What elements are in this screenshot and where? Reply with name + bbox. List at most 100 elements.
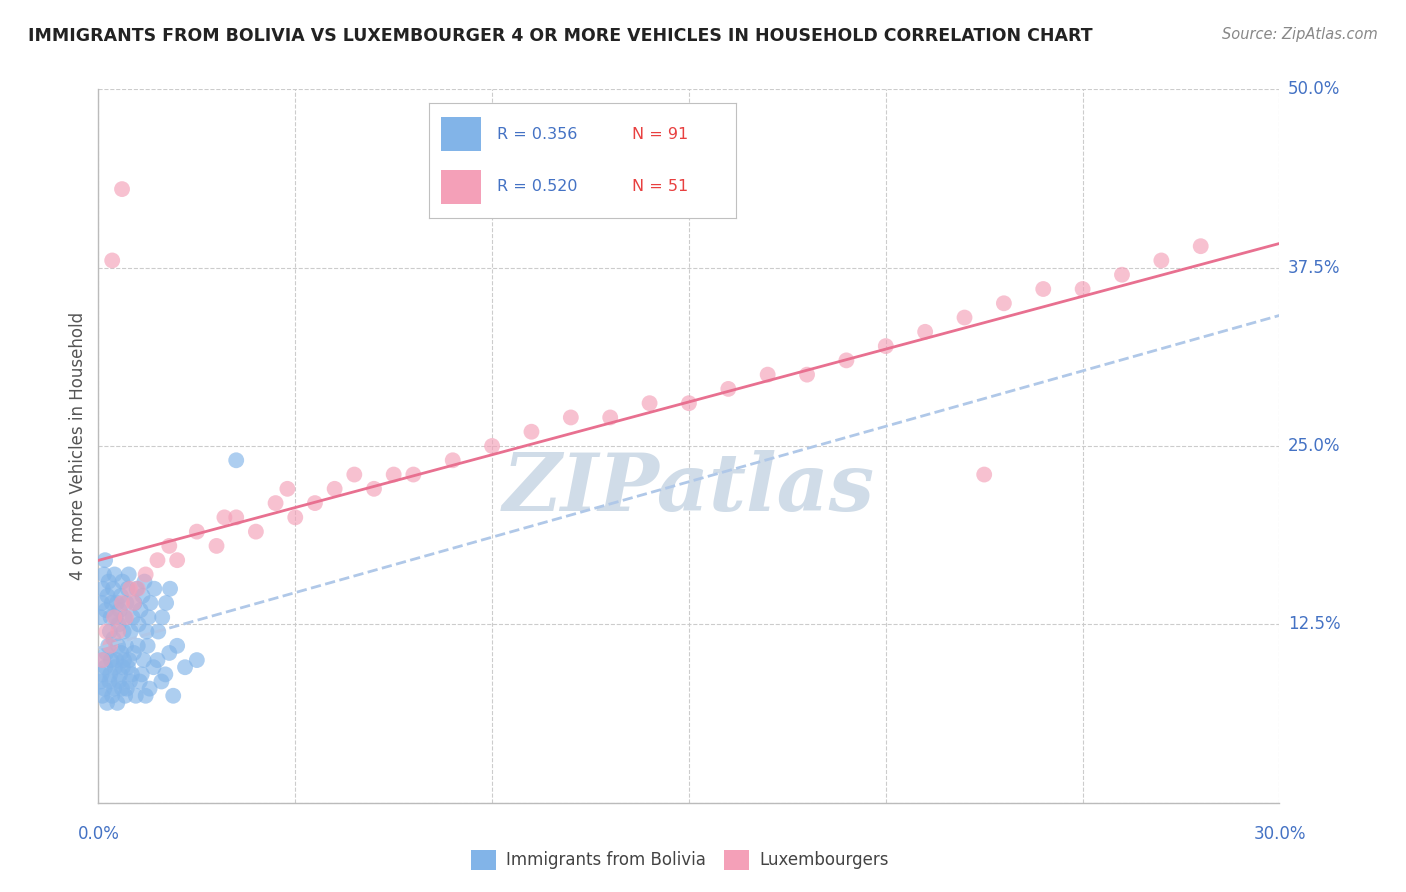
Point <box>186 653 208 667</box>
Point <box>120 624 142 639</box>
Point <box>225 453 247 467</box>
Point <box>98 674 121 689</box>
Point <box>91 582 114 596</box>
Point <box>115 610 138 624</box>
Text: Luxembourgers: Luxembourgers <box>759 851 889 869</box>
Point <box>110 589 132 603</box>
Point <box>520 425 543 439</box>
Point <box>157 539 180 553</box>
Point <box>166 553 188 567</box>
Point <box>343 467 366 482</box>
Point <box>127 639 149 653</box>
Point <box>150 610 173 624</box>
Point <box>107 639 129 653</box>
Point <box>1032 282 1054 296</box>
Point <box>94 603 117 617</box>
Point <box>139 596 162 610</box>
Point <box>402 467 425 482</box>
Point <box>90 610 112 624</box>
Point <box>100 610 122 624</box>
Point <box>91 596 114 610</box>
Point <box>107 617 129 632</box>
Point <box>124 596 146 610</box>
Text: 37.5%: 37.5% <box>1288 259 1340 277</box>
Point <box>953 310 976 325</box>
Point <box>1150 253 1173 268</box>
Point <box>111 681 134 696</box>
Point <box>111 660 134 674</box>
Point <box>97 639 120 653</box>
Point <box>98 667 121 681</box>
Text: Immigrants from Bolivia: Immigrants from Bolivia <box>506 851 706 869</box>
Point <box>108 603 131 617</box>
Point <box>111 182 134 196</box>
Point <box>135 624 157 639</box>
Point <box>129 603 152 617</box>
Point <box>96 589 118 603</box>
Point <box>678 396 700 410</box>
Point <box>91 689 114 703</box>
Point <box>100 653 122 667</box>
Point <box>132 653 155 667</box>
Point <box>135 567 157 582</box>
Point <box>599 410 621 425</box>
Point <box>96 624 118 639</box>
Point <box>225 510 247 524</box>
Point <box>125 582 148 596</box>
Point <box>973 467 995 482</box>
Point <box>103 567 125 582</box>
Point <box>134 574 156 589</box>
Point <box>112 653 135 667</box>
Point <box>1071 282 1094 296</box>
Text: IMMIGRANTS FROM BOLIVIA VS LUXEMBOURGER 4 OR MORE VEHICLES IN HOUSEHOLD CORRELAT: IMMIGRANTS FROM BOLIVIA VS LUXEMBOURGER … <box>28 27 1092 45</box>
Point <box>560 410 582 425</box>
Point <box>284 510 307 524</box>
Point <box>114 689 136 703</box>
Point <box>93 567 115 582</box>
Point <box>91 653 114 667</box>
Point <box>122 646 145 660</box>
Point <box>128 674 150 689</box>
Point <box>131 589 153 603</box>
Point <box>96 646 118 660</box>
Text: 30.0%: 30.0% <box>1253 825 1306 843</box>
Point <box>162 689 184 703</box>
Point <box>323 482 346 496</box>
Point <box>104 660 127 674</box>
Text: 25.0%: 25.0% <box>1288 437 1340 455</box>
Point <box>90 667 112 681</box>
Point <box>101 596 124 610</box>
Text: ZIPatlas: ZIPatlas <box>503 450 875 527</box>
Point <box>108 674 131 689</box>
Point <box>107 624 129 639</box>
Point <box>115 681 138 696</box>
Point <box>186 524 208 539</box>
Point <box>108 667 131 681</box>
Point <box>304 496 326 510</box>
Point <box>110 646 132 660</box>
Text: 50.0%: 50.0% <box>1288 80 1340 98</box>
Y-axis label: 4 or more Vehicles in Household: 4 or more Vehicles in Household <box>69 312 87 580</box>
Point <box>382 467 405 482</box>
Point <box>264 496 287 510</box>
Point <box>131 667 153 681</box>
Point <box>148 624 170 639</box>
Point <box>104 610 127 624</box>
Point <box>143 582 166 596</box>
Point <box>97 574 120 589</box>
Point <box>127 582 149 596</box>
Point <box>796 368 818 382</box>
Point <box>875 339 897 353</box>
Point <box>138 681 160 696</box>
Point <box>205 539 228 553</box>
Point <box>117 660 139 674</box>
Point <box>146 653 169 667</box>
Point <box>136 639 159 653</box>
Text: 12.5%: 12.5% <box>1288 615 1340 633</box>
Point <box>101 253 124 268</box>
Point <box>96 696 118 710</box>
Point <box>121 667 143 681</box>
Point <box>1111 268 1133 282</box>
Point <box>98 639 121 653</box>
Point <box>103 632 125 646</box>
